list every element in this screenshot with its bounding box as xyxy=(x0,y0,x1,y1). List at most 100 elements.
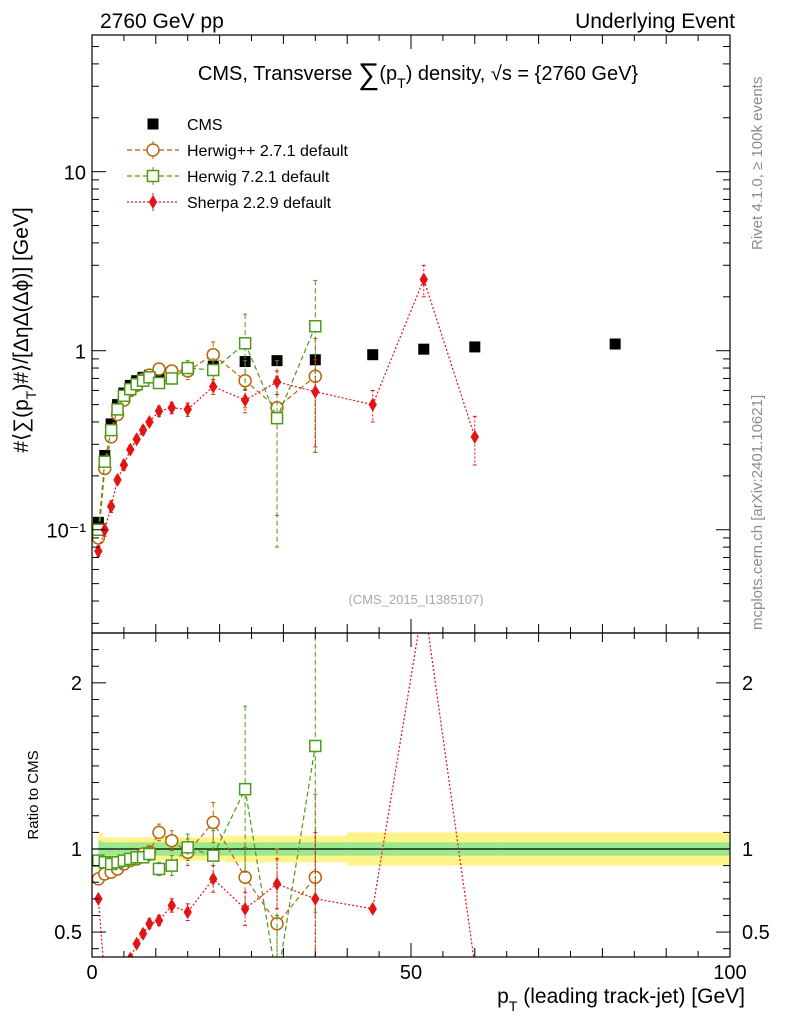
herwig-7-2-1-default-ratio-point xyxy=(309,739,322,753)
herwig-7-2-1-default-point xyxy=(111,403,124,416)
x-axis-label: pT (leading track-jet) [GeV] xyxy=(497,985,745,1014)
sherpa-2-2-9-default-point xyxy=(368,397,377,412)
analysis-watermark: (CMS_2015_I1385107) xyxy=(348,592,483,607)
cms-point xyxy=(609,338,621,350)
y-tick-label: 10⁻¹ xyxy=(47,521,87,543)
herwig-7-2-1-default-point xyxy=(238,337,252,350)
sherpa-2-2-9-default-point xyxy=(106,499,116,514)
herwig-7-2-1-default-ratio-point xyxy=(181,841,194,854)
sherpa-2-2-9-default-ratio-point xyxy=(368,901,377,916)
sherpa-2-2-9-default-point xyxy=(145,414,154,429)
sherpa-2-2-9-default-point xyxy=(119,457,129,472)
ratio-y-axis-label: Ratio to CMS xyxy=(25,750,42,839)
herwig-2-7-1-default-ratio-point xyxy=(238,870,252,884)
sherpa-2-2-9-default-point xyxy=(94,544,103,559)
legend-marker-herwig-7-2-1-default xyxy=(146,169,160,183)
sherpa-2-2-9-default-ratio-point xyxy=(154,913,164,928)
herwig-7-2-1-default-ratio-point xyxy=(238,782,252,796)
y-tick-label: 10 xyxy=(64,163,86,185)
chart-title: CMS, Transverse ∑(pT) density, √s = {276… xyxy=(198,58,639,91)
sherpa-2-2-9-default-point xyxy=(113,472,122,487)
y-tick-label: 1 xyxy=(75,342,86,364)
sherpa-2-2-9-default-ratio-point xyxy=(132,936,141,951)
sherpa-2-2-9-default-point xyxy=(167,400,176,415)
legend-marker-sherpa-2-2-9-default xyxy=(148,195,158,209)
herwig-7-2-1-default-ratio-point xyxy=(152,862,166,876)
ratio-y-tick-label: 0.5 xyxy=(54,922,82,944)
sherpa-2-2-9-default-ratio-point xyxy=(311,891,320,906)
sherpa-2-2-9-default-point xyxy=(209,379,218,394)
sherpa-2-2-9-default-ratio-point xyxy=(123,956,125,957)
sherpa-2-2-9-default-point xyxy=(240,393,250,408)
sherpa-2-2-9-default-ratio-point xyxy=(240,901,250,916)
herwig-2-7-1-default-ratio-point xyxy=(152,825,166,840)
herwig-7-2-1-default-point xyxy=(152,376,166,390)
sherpa-2-2-9-default-point xyxy=(311,384,320,399)
herwig-2-7-1-default-point xyxy=(152,362,166,376)
herwig-7-2-1-default-ratio-point xyxy=(206,849,220,862)
cms-point xyxy=(367,349,379,361)
header-left: 2760 GeV pp xyxy=(100,10,224,33)
legend-marker-cms xyxy=(147,118,159,130)
legend: CMS Herwig++ 2.7.1 default Herwig 7.2.1 de… xyxy=(127,117,349,212)
main-panel: 10⁻¹ 1 10 xyxy=(47,34,731,634)
herwig-7-2-1-default-point xyxy=(165,372,178,385)
herwig-7-2-1-default-ratio-point xyxy=(165,859,178,872)
rivet-label: Rivet 4.1.0, ≥ 100k events xyxy=(749,77,766,250)
sherpa-2-2-9-default-ratio-point xyxy=(145,916,154,931)
ratio-panel: 0 50 100 0.5 0.5 1 1 2 2 xyxy=(54,632,770,987)
legend-label-cms: CMS xyxy=(187,117,223,134)
sherpa-2-2-9-default-ratio-point xyxy=(471,958,479,972)
herwig-7-2-1-default-point xyxy=(117,389,131,403)
legend-marker-herwig-2-7-1-default xyxy=(146,143,160,157)
sherpa-2-2-9-default-ratio-point xyxy=(127,951,134,957)
herwig-2-7-1-default-ratio-point xyxy=(206,815,220,830)
main-data xyxy=(92,264,621,559)
herwig-7-2-1-default-point xyxy=(270,411,284,425)
sherpa-2-2-9-default-point xyxy=(132,432,141,447)
sherpa-2-2-9-default-ratio-point xyxy=(183,905,192,920)
herwig-7-2-1-default-point xyxy=(181,361,194,375)
herwig-7-2-1-default-line xyxy=(97,326,316,530)
ratio-data xyxy=(92,633,730,987)
ratio-y-tick-label-right: 1 xyxy=(742,839,753,861)
sherpa-2-2-9-default-ratio-point xyxy=(101,972,109,986)
sherpa-2-2-9-default-ratio-point xyxy=(113,962,121,976)
y-axis-label: #⟨∑(pT)#⟩/[ΔηΔ(Δϕ)] [GeV] xyxy=(10,207,39,452)
ratio-y-tick-label: 2 xyxy=(71,673,82,695)
sherpa-2-2-9-default-ratio-point xyxy=(272,876,282,891)
sherpa-2-2-9-default-ratio-point xyxy=(209,871,218,886)
x-tick-label: 0 xyxy=(86,962,97,984)
sherpa-2-2-9-default-line xyxy=(97,277,476,552)
legend-label-herwig-7-2-1-default: Herwig 7.2.1 default xyxy=(187,169,330,186)
ratio-y-tick-label-right: 2 xyxy=(742,673,753,695)
sherpa-2-2-9-default-point xyxy=(154,404,164,419)
herwig-7-2-1-default-point xyxy=(206,363,220,377)
herwig-7-2-1-default-point xyxy=(104,423,118,437)
sherpa-2-2-9-default-point xyxy=(183,402,192,417)
ratio-y-tick-label: 1 xyxy=(71,839,82,861)
cms-point xyxy=(92,516,104,528)
header-right: Underlying Event xyxy=(575,10,735,33)
sherpa-2-2-9-default-point xyxy=(419,272,428,287)
sherpa-2-2-9-default-point xyxy=(138,423,148,438)
legend-label-sherpa-2-2-9-default: Sherpa 2.2.9 default xyxy=(187,195,332,212)
sherpa-2-2-9-default-point xyxy=(470,429,479,444)
mcplots-label: mcplots.cern.ch [arXiv:2401.10621] xyxy=(749,395,766,630)
herwig-7-2-1-default-ratio-point xyxy=(143,847,156,861)
herwig-2-7-1-default-ratio-point xyxy=(165,833,179,848)
sherpa-2-2-9-default-point xyxy=(126,442,135,457)
cms-point xyxy=(469,341,481,353)
cms-point xyxy=(418,343,430,355)
herwig-7-2-1-default-ratio-point xyxy=(272,976,283,987)
legend-label-herwig-2-7-1-default: Herwig++ 2.7.1 default xyxy=(187,143,349,160)
ratio-y-tick-label-right: 0.5 xyxy=(742,922,770,944)
x-tick-label: 50 xyxy=(400,962,422,984)
sherpa-2-2-9-default-ratio-point xyxy=(138,926,148,941)
x-tick-label: 100 xyxy=(713,962,746,984)
sherpa-2-2-9-default-ratio-point xyxy=(167,898,176,913)
sherpa-2-2-9-default-ratio-point xyxy=(107,967,115,981)
herwig-7-2-1-default-point xyxy=(309,319,322,333)
herwig-7-2-1-default-point xyxy=(98,455,112,468)
